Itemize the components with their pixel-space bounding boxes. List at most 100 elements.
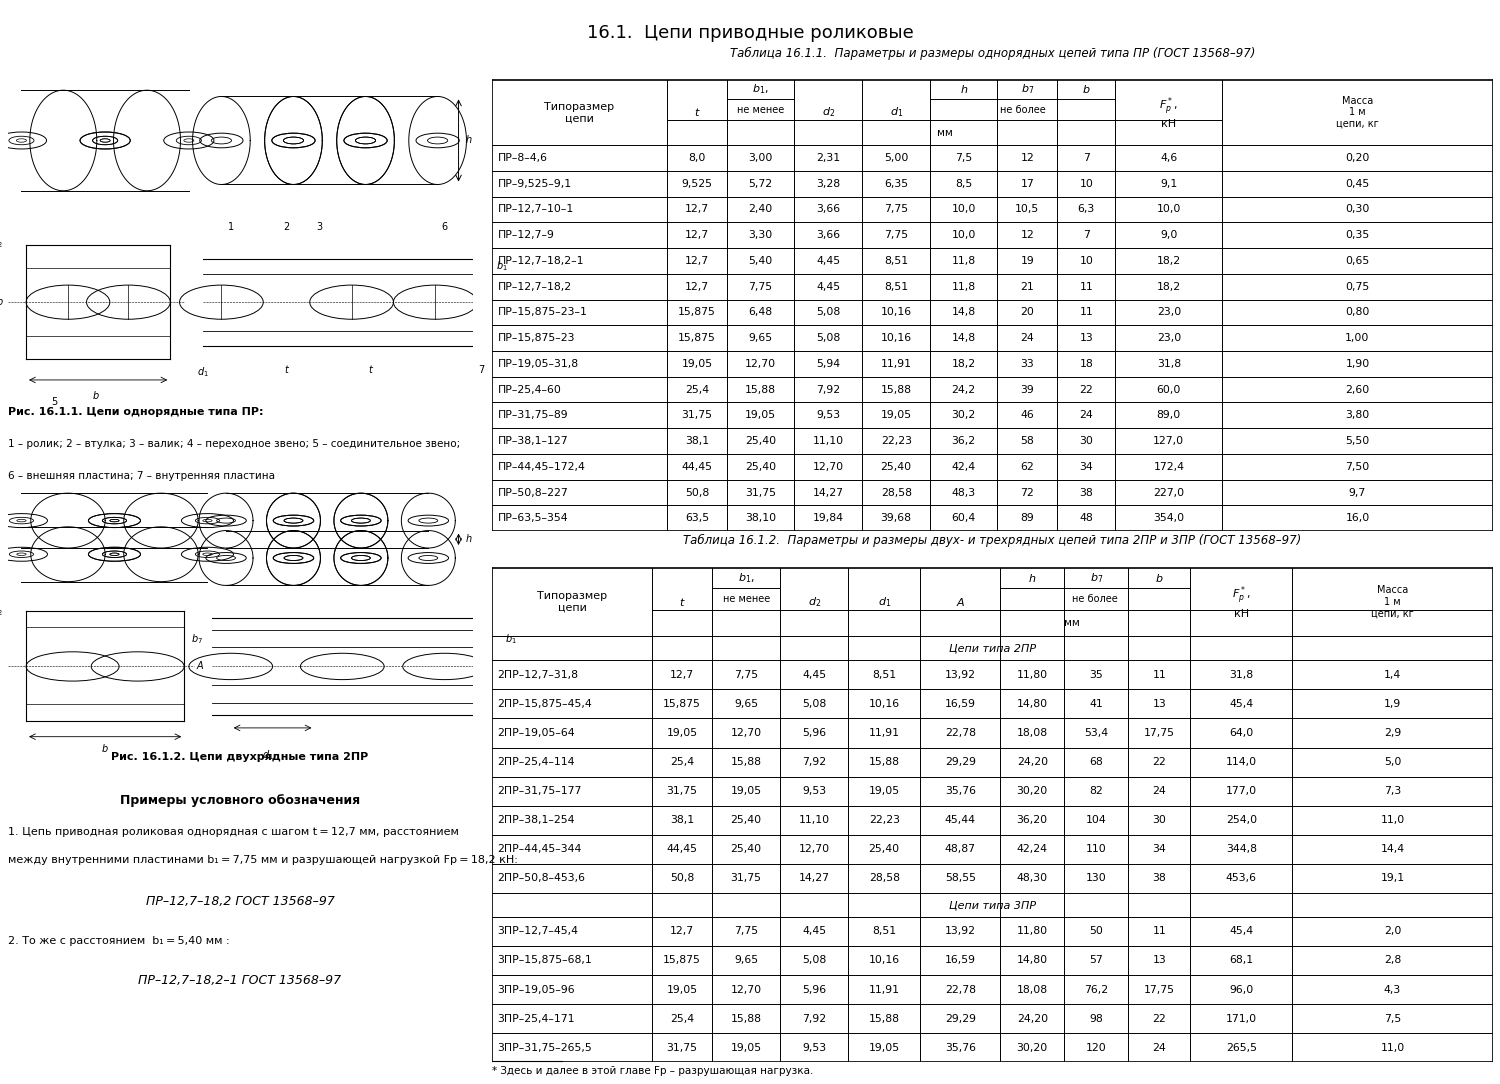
Text: ПР–12,7–10–1: ПР–12,7–10–1 [498,205,574,215]
Text: 14,80: 14,80 [1017,955,1048,966]
Text: ПР–31,75–89: ПР–31,75–89 [498,411,568,421]
Text: 5,50: 5,50 [1346,436,1370,447]
Text: 2,40: 2,40 [748,205,772,215]
Text: 38,1: 38,1 [686,436,709,447]
Text: 13,92: 13,92 [945,670,975,680]
Text: 3ПР–15,875–68,1: 3ПР–15,875–68,1 [496,955,592,966]
Text: $t$: $t$ [678,596,686,608]
Text: 15,88: 15,88 [746,385,776,395]
Text: 72: 72 [1020,488,1034,498]
Text: 9,53: 9,53 [816,411,840,421]
Text: 60,4: 60,4 [951,514,976,524]
Text: 13: 13 [1152,955,1166,966]
Text: 4,45: 4,45 [802,670,826,680]
Text: 9,7: 9,7 [1348,488,1366,498]
Text: 45,4: 45,4 [1230,927,1254,937]
Text: $d_2$: $d_2$ [807,595,820,609]
Text: ПР–44,45–172,4: ПР–44,45–172,4 [498,462,586,472]
Text: 2,31: 2,31 [816,153,840,163]
Text: $d_2$: $d_2$ [0,604,3,618]
Text: 24,20: 24,20 [1017,1014,1048,1023]
Text: 50: 50 [1089,927,1102,937]
Text: 28,58: 28,58 [868,874,900,883]
Text: 19,05: 19,05 [666,728,698,738]
Text: 68,1: 68,1 [1230,955,1254,966]
Text: 7: 7 [1083,230,1089,241]
Text: 14,8: 14,8 [951,308,976,318]
Text: 3ПР–25,4–171: 3ПР–25,4–171 [496,1014,574,1023]
Text: 68: 68 [1089,757,1102,767]
Text: ПР–19,05–31,8: ПР–19,05–31,8 [498,359,579,369]
Text: 11,80: 11,80 [1017,927,1048,937]
Text: 0,45: 0,45 [1346,179,1370,189]
Text: 45,4: 45,4 [1230,699,1254,709]
Text: 12: 12 [1020,230,1034,241]
Text: 3ПР–31,75–265,5: 3ПР–31,75–265,5 [496,1043,592,1053]
Text: 19,05: 19,05 [880,411,912,421]
Text: 9,65: 9,65 [748,333,772,344]
Text: 18,08: 18,08 [1017,728,1048,738]
Text: 3,30: 3,30 [748,230,772,241]
Text: 130: 130 [1086,874,1107,883]
Text: 15,88: 15,88 [730,757,762,767]
Text: 15,88: 15,88 [730,1014,762,1023]
Text: 9,53: 9,53 [802,786,826,797]
Text: ПР–9,525–9,1: ПР–9,525–9,1 [498,179,572,189]
Text: 171,0: 171,0 [1226,1014,1257,1023]
Text: 18,2: 18,2 [1156,282,1180,292]
Text: 82: 82 [1089,786,1102,797]
Text: 10: 10 [1080,256,1094,266]
Text: 17,75: 17,75 [1144,728,1174,738]
Text: $b_1$: $b_1$ [495,259,507,273]
Text: 48: 48 [1080,514,1094,524]
Text: 5,08: 5,08 [802,955,826,966]
Text: 28,58: 28,58 [880,488,912,498]
Text: 2ПР–12,7–31,8: 2ПР–12,7–31,8 [496,670,578,680]
Text: b: b [102,744,108,754]
Text: 10,16: 10,16 [880,333,912,344]
Text: 25,4: 25,4 [670,1014,694,1023]
Text: 4,45: 4,45 [816,282,840,292]
Text: $b_1$,: $b_1$, [753,82,770,96]
Text: $d_1$: $d_1$ [890,105,903,119]
Text: 2. То же с расстоянием  b₁ = 5,40 мм :: 2. То же с расстоянием b₁ = 5,40 мм : [8,937,230,946]
Text: 8,51: 8,51 [871,927,897,937]
Text: 89: 89 [1020,514,1034,524]
Text: Цепи типа 3ПР: Цепи типа 3ПР [948,900,1036,909]
Text: 24,2: 24,2 [951,385,976,395]
Text: 5,94: 5,94 [816,359,840,369]
Text: 8,51: 8,51 [871,670,897,680]
Text: 7,3: 7,3 [1384,786,1401,797]
Text: 15,88: 15,88 [868,1014,900,1023]
Text: 25,40: 25,40 [746,436,776,447]
Text: 58,55: 58,55 [945,874,975,883]
Text: 19,05: 19,05 [868,1043,900,1053]
Text: 19,05: 19,05 [666,984,698,995]
Text: 22,23: 22,23 [868,815,900,825]
Text: 10: 10 [1080,179,1094,189]
Text: 2,9: 2,9 [1384,728,1401,738]
Text: 7,75: 7,75 [748,282,772,292]
Text: 5,00: 5,00 [884,153,909,163]
Text: Масса
1 м
цепи, кг: Масса 1 м цепи, кг [1336,95,1378,129]
Text: 18,2: 18,2 [951,359,976,369]
Text: 9,65: 9,65 [734,699,758,709]
Text: 50,8: 50,8 [670,874,694,883]
Text: 1,00: 1,00 [1346,333,1370,344]
Text: 2,60: 2,60 [1346,385,1370,395]
Text: 11: 11 [1152,670,1166,680]
Text: 172,4: 172,4 [1154,462,1185,472]
Text: $h$: $h$ [1028,572,1036,584]
Text: 16.1.  Цепи приводные роликовые: 16.1. Цепи приводные роликовые [586,24,914,42]
Text: $h$: $h$ [960,83,968,95]
Text: 17: 17 [1020,179,1034,189]
Text: 35,76: 35,76 [945,786,975,797]
Text: $d_2$: $d_2$ [822,105,836,119]
Text: 1,4: 1,4 [1384,670,1401,680]
Text: 114,0: 114,0 [1226,757,1257,767]
Text: 2ПР–19,05–64: 2ПР–19,05–64 [496,728,574,738]
Text: 12,7: 12,7 [686,282,709,292]
Text: 2ПР–15,875–45,4: 2ПР–15,875–45,4 [496,699,592,709]
Text: 25,40: 25,40 [730,844,762,854]
Text: 11: 11 [1080,282,1094,292]
